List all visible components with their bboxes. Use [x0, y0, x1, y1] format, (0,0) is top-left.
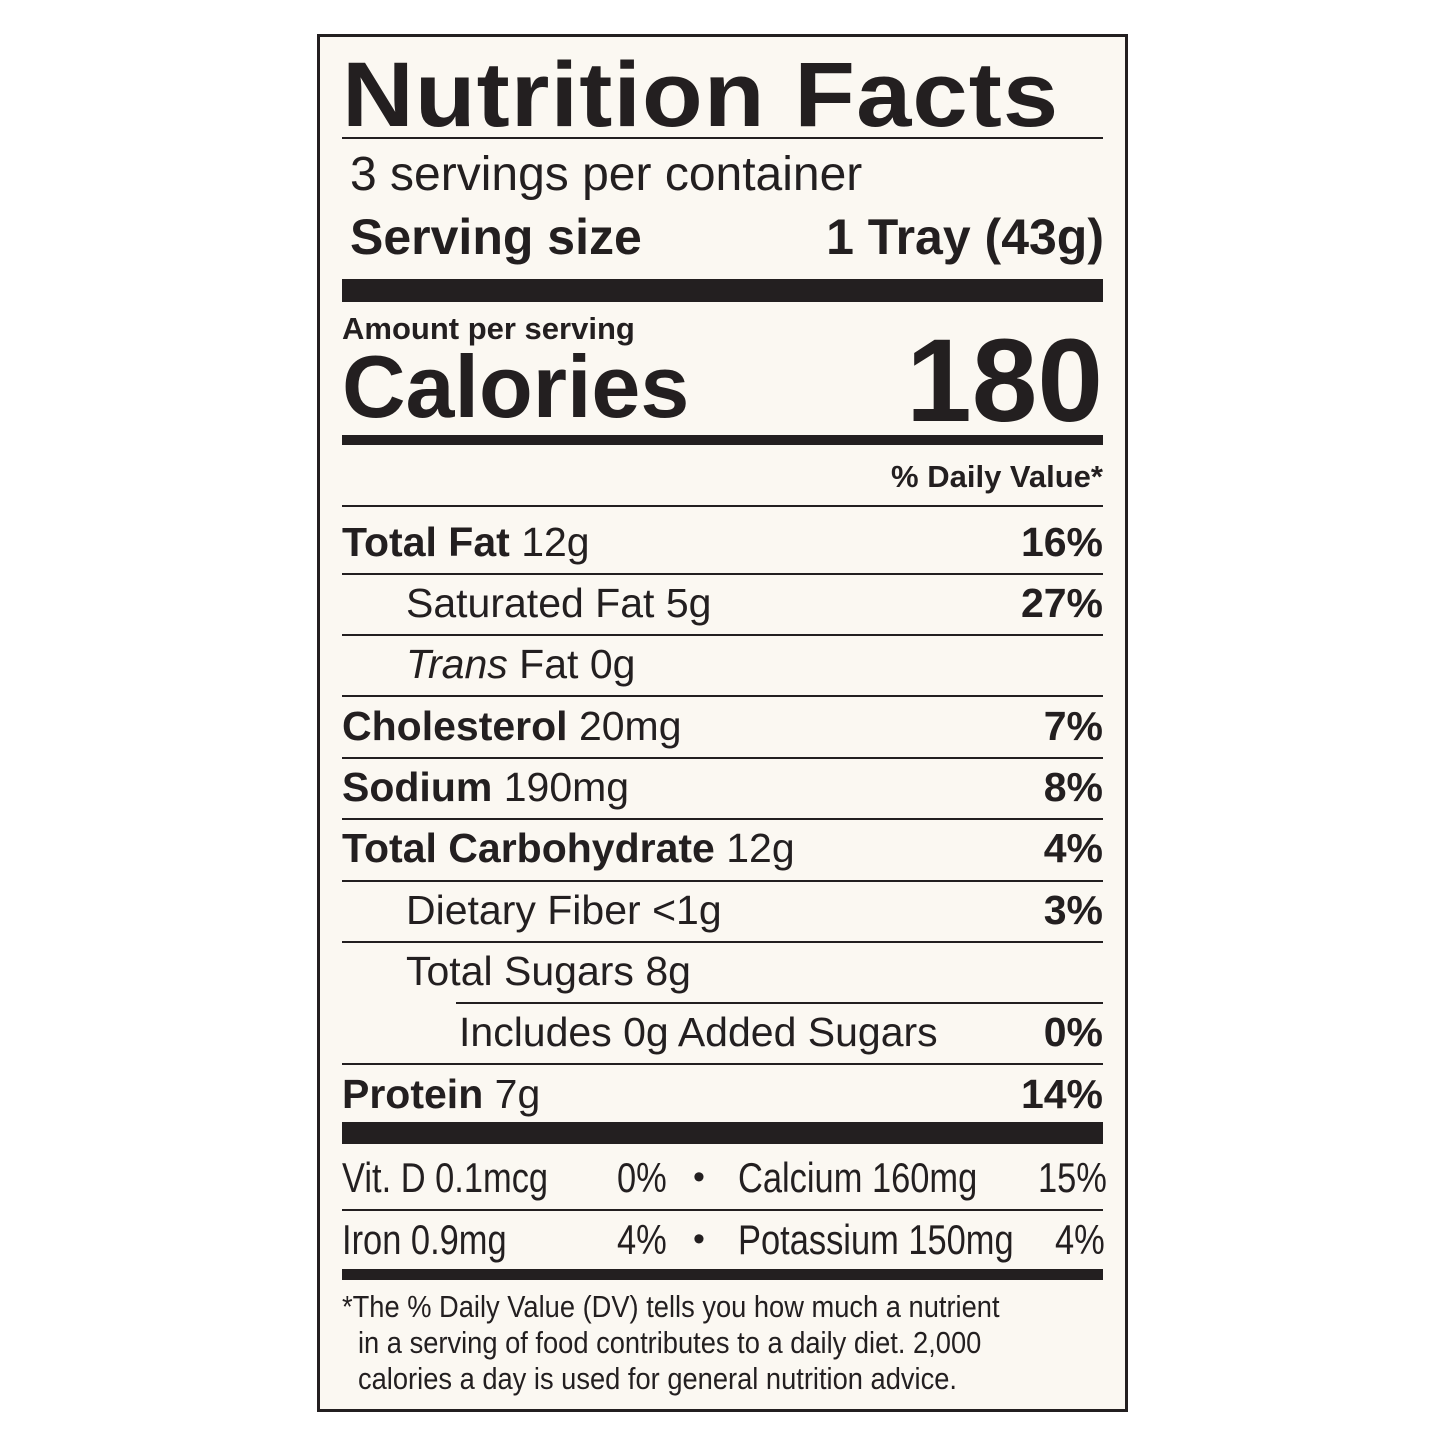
nutrient-name: Total Carbohydrate [342, 825, 715, 871]
daily-value-header: % Daily Value* [891, 459, 1103, 494]
nutrient-name: Dietary Fiber [406, 887, 641, 933]
micronutrient-left-dv: 4% [617, 1216, 667, 1263]
micronutrient-left-dv: 0% [617, 1154, 667, 1201]
footnote-line: in a serving of food contributes to a da… [358, 1325, 982, 1360]
nutrient-amount: 0g [589, 641, 636, 687]
nutrient-dv: 8% [1043, 764, 1103, 810]
nutrient-amount: 8g [645, 948, 691, 994]
nutrient-dv: 7% [1043, 703, 1103, 749]
divider [342, 757, 1103, 759]
micronutrient-right-dv: 15% [1038, 1154, 1107, 1201]
nutrient-row-dietary-fiber: Dietary Fiber <1g 3% [342, 880, 1103, 941]
micronutrient-left: Vit. D 0.1mcg [342, 1154, 549, 1201]
footnote-line: calories a day is used for general nutri… [358, 1361, 957, 1396]
nutrition-facts-label: Nutrition Facts 3 servings per container… [317, 34, 1128, 1412]
nutrient-name: Sodium [342, 764, 493, 810]
nutrient-row-cholesterol: Cholesterol 20mg 7% [342, 696, 1103, 757]
serving-size: Serving size 1 Tray (43g) [350, 207, 1104, 267]
bullet: • [693, 1220, 705, 1258]
divider [342, 634, 1103, 636]
footnote-line: *The % Daily Value (DV) tells you how mu… [342, 1289, 1000, 1324]
divider [342, 137, 1103, 139]
nutrient-row-sodium: Sodium 190mg 8% [342, 757, 1103, 818]
nutrient-name: Total Fat [342, 519, 510, 565]
thick-divider [342, 1122, 1103, 1144]
nutrient-dv: 0% [1043, 1009, 1103, 1055]
nutrient-dv: 16% [1020, 519, 1103, 565]
nutrient-dv: 4% [1043, 825, 1103, 871]
bullet: • [693, 1158, 705, 1196]
nutrient-amount: 7g [494, 1071, 541, 1117]
micronutrient-right: Potassium 150mg [738, 1216, 1014, 1263]
nutrient-dv: 14% [1020, 1071, 1103, 1117]
serving-size-label: Serving size [350, 209, 642, 265]
nutrient-name-italic: Trans [406, 641, 508, 687]
divider [342, 1209, 1103, 1211]
nutrient-amount: <1g [652, 887, 722, 933]
divider [342, 941, 1103, 943]
nutrient-row-saturated-fat: Saturated Fat 5g 27% [342, 573, 1103, 634]
nutrient-row-trans-fat: Trans Fat 0g [342, 634, 1103, 695]
micronutrient-right-dv: 4% [1055, 1216, 1105, 1263]
medium-divider [342, 435, 1103, 445]
thick-divider [342, 279, 1103, 302]
divider [342, 505, 1103, 507]
nutrient-row-protein: Protein 7g 14% [342, 1064, 1103, 1125]
divider [342, 818, 1103, 820]
nutrient-name: Includes 0g Added Sugars [459, 1009, 938, 1055]
nutrient-row-total-carbohydrate: Total Carbohydrate 12g 4% [342, 818, 1103, 879]
nutrient-name: Protein [342, 1071, 484, 1117]
calories-label: Calories [342, 337, 690, 436]
divider [342, 573, 1103, 575]
label-title: Nutrition Facts [342, 44, 1060, 146]
nutrient-amount: 12g [726, 825, 795, 871]
nutrient-dv: 27% [1020, 580, 1103, 626]
nutrient-amount: 12g [521, 519, 590, 565]
nutrient-name: Saturated Fat [406, 580, 655, 626]
micronutrient-left: Iron 0.9mg [342, 1216, 507, 1263]
nutrient-name: Total Sugars [406, 948, 634, 994]
nutrient-name: Cholesterol [342, 703, 568, 749]
medium-divider [342, 1269, 1103, 1280]
nutrient-amount: 20mg [578, 703, 682, 749]
servings-per-container: 3 servings per container [350, 148, 863, 201]
nutrient-dv: 3% [1043, 887, 1103, 933]
nutrient-row-added-sugars: Includes 0g Added Sugars 0% [342, 1002, 1103, 1063]
nutrient-row-total-sugars: Total Sugars 8g [342, 941, 1103, 1002]
micronutrient-right: Calcium 160mg [738, 1154, 978, 1201]
serving-size-value: 1 Tray (43g) [826, 209, 1104, 265]
divider [342, 1063, 1103, 1065]
calories-value: 180 [906, 315, 1103, 447]
nutrient-amount: 5g [665, 580, 712, 626]
divider [456, 1002, 1103, 1004]
amount-per-serving: Amount per serving [342, 311, 635, 346]
divider [342, 695, 1103, 697]
divider [342, 880, 1103, 882]
nutrient-name: Fat [519, 641, 579, 687]
nutrient-amount: 190mg [503, 764, 630, 810]
nutrient-row-total-fat: Total Fat 12g 16% [342, 512, 1103, 573]
